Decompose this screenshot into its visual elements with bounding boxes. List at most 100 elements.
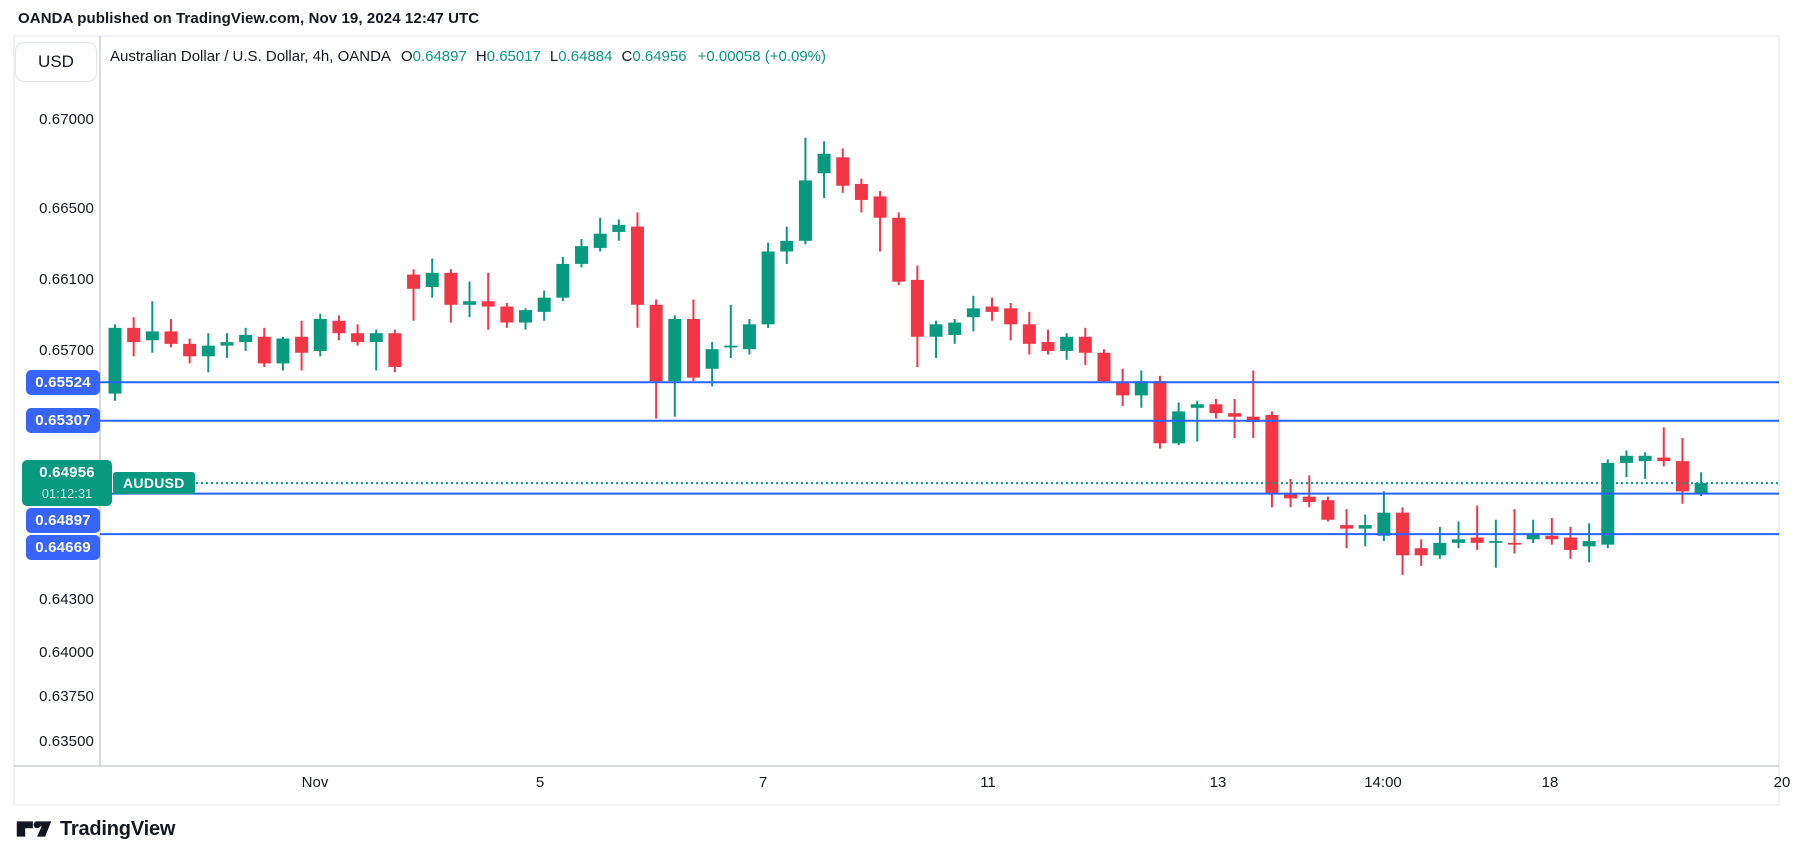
price-axis-label: 0.65700 bbox=[39, 341, 94, 359]
symbol-title: Australian Dollar / U.S. Dollar, 4h, OAN… bbox=[110, 48, 391, 65]
tradingview-logo[interactable]: TradingView bbox=[16, 816, 175, 842]
candle-body bbox=[742, 324, 756, 350]
time-axis-label: 7 bbox=[758, 774, 768, 791]
candle-body bbox=[1209, 404, 1223, 414]
candle-body bbox=[276, 338, 290, 364]
ohlc-letter: H bbox=[475, 48, 487, 65]
candle-body bbox=[686, 318, 700, 378]
candle-body bbox=[892, 217, 906, 282]
candle-body bbox=[1638, 455, 1652, 462]
ohlc-value: 0.64897 bbox=[412, 48, 467, 65]
candle-body bbox=[425, 272, 439, 288]
candle-body bbox=[910, 279, 924, 337]
candle-body bbox=[612, 224, 626, 232]
time-axis[interactable] bbox=[0, 766, 1793, 805]
ohlc-value: 0.64884 bbox=[558, 48, 613, 65]
candle-body bbox=[1302, 496, 1316, 502]
candle-body bbox=[145, 331, 159, 341]
price-axis-label: 0.66500 bbox=[39, 199, 94, 217]
candle-body bbox=[1508, 542, 1521, 545]
candle-body bbox=[649, 304, 663, 382]
candle-body bbox=[519, 310, 533, 323]
candle-body bbox=[593, 233, 607, 248]
candle-body bbox=[1321, 500, 1335, 520]
candle-body bbox=[1284, 493, 1298, 499]
change-value: +0.00058 (+0.09%) bbox=[697, 48, 827, 65]
candle-body bbox=[817, 153, 831, 174]
candle-body bbox=[444, 272, 458, 305]
candle-body bbox=[1619, 455, 1633, 463]
ohlc-value: 0.64956 bbox=[632, 48, 687, 65]
candle-body bbox=[463, 301, 477, 305]
ohlc-letter: L bbox=[549, 48, 559, 65]
price-level-badge: 0.64897 bbox=[26, 508, 100, 534]
price-axis-label: 0.64300 bbox=[39, 590, 94, 608]
time-axis-label: 20 bbox=[1773, 774, 1791, 791]
candle-body bbox=[1414, 548, 1428, 556]
candle-body bbox=[1470, 537, 1484, 543]
candle-body bbox=[183, 343, 197, 357]
candle-body bbox=[1022, 324, 1036, 344]
candle-body bbox=[1452, 539, 1466, 543]
candle-body bbox=[369, 333, 383, 343]
price-axis-label: 0.66100 bbox=[39, 270, 94, 288]
candle-body bbox=[201, 345, 215, 357]
candle-body bbox=[257, 336, 271, 364]
candle-body bbox=[1433, 542, 1447, 556]
candle-body bbox=[332, 320, 346, 334]
candle-body bbox=[1134, 381, 1148, 396]
candle-body bbox=[537, 297, 551, 312]
candle-body bbox=[1153, 381, 1167, 444]
attribution-text: OANDA published on TradingView.com, Nov … bbox=[18, 10, 480, 27]
candle-body bbox=[1489, 541, 1503, 543]
time-axis-label: Nov bbox=[301, 774, 329, 791]
candle-body bbox=[798, 180, 812, 241]
candle-body bbox=[500, 306, 514, 323]
candle-body bbox=[630, 226, 644, 305]
candle-body bbox=[164, 331, 178, 344]
candle-body bbox=[1190, 404, 1204, 408]
price-axis[interactable] bbox=[0, 36, 100, 766]
candle-body bbox=[1526, 533, 1540, 540]
candle-body bbox=[1228, 413, 1242, 417]
currency-toggle-button[interactable]: USD bbox=[15, 42, 97, 82]
candle-body bbox=[1545, 535, 1559, 540]
ohlc-pair: C0.64956 bbox=[622, 48, 687, 65]
price-level-badge: 0.64669 bbox=[26, 535, 100, 561]
candle-body bbox=[1078, 336, 1092, 353]
ohlc-pair: H0.65017 bbox=[476, 48, 541, 65]
candle-body bbox=[929, 324, 943, 337]
time-axis-label: 14:00 bbox=[1364, 774, 1402, 791]
time-axis-label: 11 bbox=[980, 774, 996, 791]
candle-body bbox=[985, 306, 999, 312]
candle-body bbox=[1582, 541, 1596, 547]
candle-body bbox=[1041, 342, 1055, 351]
candle-body bbox=[295, 336, 309, 353]
candle-body bbox=[1116, 382, 1130, 396]
ohlc-pair: O0.64897 bbox=[401, 48, 467, 65]
candle-body bbox=[239, 334, 253, 343]
tradingview-logo-icon bbox=[16, 821, 52, 837]
candle-body bbox=[780, 240, 794, 252]
candle-body bbox=[351, 333, 365, 343]
candle-body bbox=[705, 349, 719, 369]
candle-body bbox=[1358, 525, 1372, 529]
candle-body bbox=[1694, 483, 1708, 494]
candle-body bbox=[873, 196, 887, 218]
tradingview-logo-text: TradingView bbox=[60, 817, 176, 840]
candle-body bbox=[1265, 414, 1279, 494]
ohlc-values: O0.64897 H0.65017 L0.64884 C0.64956 bbox=[401, 48, 696, 65]
candle-body bbox=[407, 274, 421, 289]
price-axis-label: 0.67000 bbox=[39, 111, 94, 128]
candle-body bbox=[1675, 461, 1689, 492]
ohlc-letter: O bbox=[400, 48, 413, 65]
candle-body bbox=[388, 333, 402, 367]
price-axis-label: 0.64000 bbox=[39, 644, 94, 661]
candle-body bbox=[556, 263, 570, 298]
candle-body bbox=[948, 322, 962, 335]
candle-body bbox=[1246, 416, 1260, 423]
price-level-badge: 0.65307 bbox=[26, 408, 100, 434]
candle-body bbox=[1060, 336, 1074, 351]
candle-body bbox=[1657, 457, 1671, 462]
